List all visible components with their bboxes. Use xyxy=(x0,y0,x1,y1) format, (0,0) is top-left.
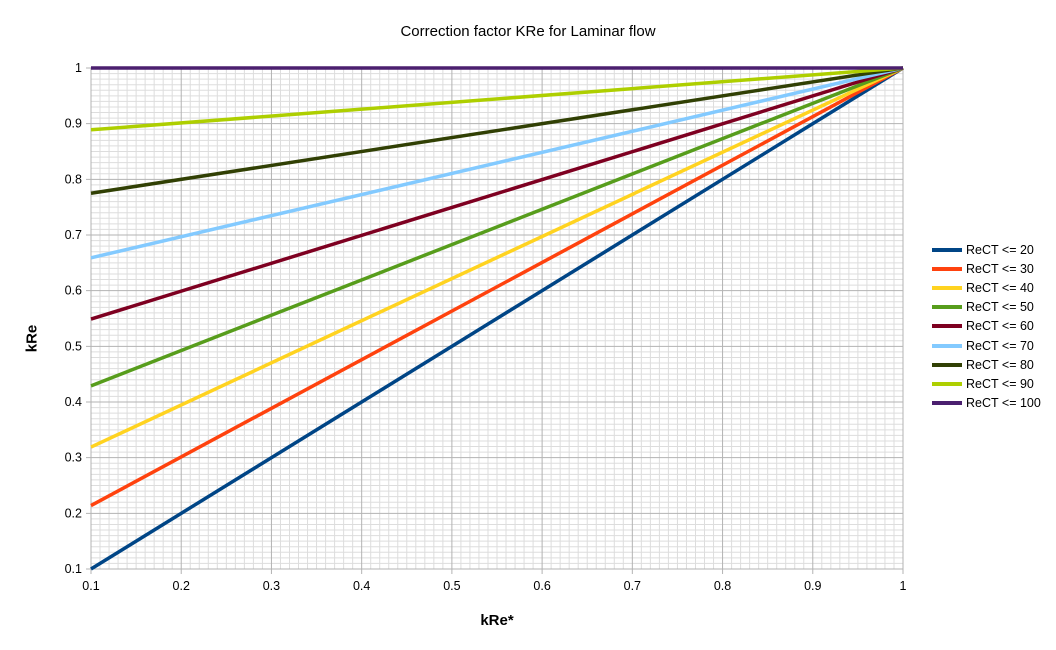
series-line-8 xyxy=(90,66,904,132)
y-tick-label: 0.9 xyxy=(65,117,82,131)
legend-swatch xyxy=(932,343,962,348)
legend-swatch xyxy=(932,381,962,386)
series-line-5 xyxy=(90,66,904,321)
legend-label: ReCT <= 20 xyxy=(966,242,1034,257)
legend-label: ReCT <= 90 xyxy=(966,376,1034,391)
y-tick-label: 0.4 xyxy=(65,395,82,409)
legend-item: ReCT <= 20 xyxy=(932,240,1041,259)
x-tick-label: 0.8 xyxy=(714,579,731,593)
series-line-4 xyxy=(90,66,904,388)
x-tick-label: 0.3 xyxy=(263,579,280,593)
legend-label: ReCT <= 30 xyxy=(966,261,1034,276)
series-line-3 xyxy=(90,66,904,449)
legend-label: ReCT <= 100 xyxy=(966,396,1041,411)
y-tick-label: 0.1 xyxy=(65,562,82,576)
x-tick-label: 0.4 xyxy=(353,579,370,593)
x-tick-label: 0.7 xyxy=(624,579,641,593)
series-line-6 xyxy=(90,66,904,260)
x-tick-label: 0.5 xyxy=(443,579,460,593)
legend-item: ReCT <= 70 xyxy=(932,336,1041,355)
legend-item: ReCT <= 40 xyxy=(932,278,1041,297)
series-line-7 xyxy=(90,66,904,195)
legend-swatch xyxy=(932,266,962,271)
legend-label: ReCT <= 60 xyxy=(966,319,1034,334)
x-tick-label: 0.1 xyxy=(82,579,99,593)
series-line-1 xyxy=(90,66,904,571)
legend-item: ReCT <= 100 xyxy=(932,394,1041,413)
y-tick-label: 0.3 xyxy=(65,451,82,465)
legend-item: ReCT <= 50 xyxy=(932,298,1041,317)
x-tick-label: 0.9 xyxy=(804,579,821,593)
y-tick-label: 0.7 xyxy=(65,228,82,242)
x-tick-label: 1 xyxy=(900,579,907,593)
legend: ReCT <= 20 ReCT <= 30 ReCT <= 40 ReCT <= 50… xyxy=(932,240,1041,413)
x-tick-label: 0.2 xyxy=(173,579,190,593)
x-tick-label: 0.6 xyxy=(533,579,550,593)
legend-swatch xyxy=(932,285,962,290)
x-axis-label: kRe* xyxy=(480,612,514,629)
legend-item: ReCT <= 60 xyxy=(932,317,1041,336)
y-tick-label: 0.8 xyxy=(65,172,82,186)
y-tick-label: 0.5 xyxy=(65,339,82,353)
legend-swatch xyxy=(932,305,962,310)
legend-swatch xyxy=(932,362,962,367)
legend-label: ReCT <= 80 xyxy=(966,357,1034,372)
y-tick-label: 0.6 xyxy=(65,284,82,298)
y-axis-label: kRe xyxy=(23,324,41,353)
legend-label: ReCT <= 70 xyxy=(966,338,1034,353)
y-tick-label: 0.2 xyxy=(65,506,82,520)
legend-swatch xyxy=(932,401,962,406)
legend-item: ReCT <= 30 xyxy=(932,259,1041,278)
legend-item: ReCT <= 80 xyxy=(932,355,1041,374)
legend-swatch xyxy=(932,324,962,329)
y-tick-label: 1 xyxy=(75,61,82,75)
legend-label: ReCT <= 40 xyxy=(966,280,1034,295)
legend-label: ReCT <= 50 xyxy=(966,300,1034,315)
series-line-2 xyxy=(90,66,904,508)
legend-swatch xyxy=(932,247,962,252)
chart-title: Correction factor KRe for Laminar flow xyxy=(400,23,656,40)
legend-item: ReCT <= 90 xyxy=(932,374,1041,393)
